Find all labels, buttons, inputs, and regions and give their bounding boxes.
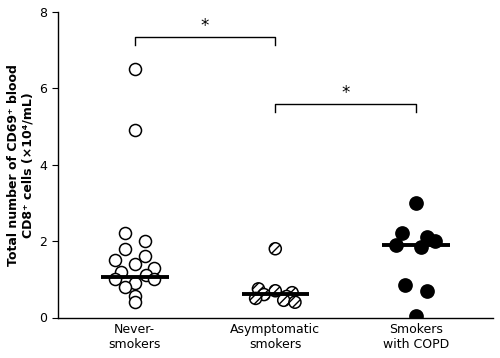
- Point: [418, 244, 426, 250]
- Point: [412, 200, 420, 206]
- Point: [140, 238, 148, 244]
- Point: [131, 280, 139, 286]
- Point: [252, 296, 260, 301]
- Point: [280, 297, 287, 303]
- Point: [398, 231, 406, 236]
- Point: [272, 246, 280, 252]
- Point: [150, 265, 158, 271]
- Point: [121, 284, 129, 290]
- Point: [282, 294, 290, 299]
- Point: [288, 290, 296, 296]
- Point: [111, 257, 119, 263]
- Point: [412, 313, 420, 319]
- Point: [423, 288, 431, 294]
- Point: [272, 288, 280, 294]
- Point: [131, 299, 139, 305]
- Point: [140, 253, 148, 259]
- Point: [131, 127, 139, 133]
- Point: [131, 66, 139, 72]
- Point: [254, 286, 262, 292]
- Point: [131, 261, 139, 267]
- Point: [111, 276, 119, 282]
- Point: [291, 299, 299, 305]
- Point: [423, 234, 431, 240]
- Point: [116, 269, 124, 275]
- Text: *: *: [201, 17, 209, 35]
- Point: [142, 273, 150, 279]
- Text: *: *: [342, 84, 349, 102]
- Point: [150, 276, 158, 282]
- Point: [260, 292, 268, 297]
- Point: [392, 242, 400, 248]
- Point: [121, 246, 129, 252]
- Point: [121, 231, 129, 236]
- Point: [400, 282, 408, 288]
- Point: [131, 294, 139, 299]
- Point: [432, 238, 440, 244]
- Y-axis label: Total number of CD69⁺ blood
CD8⁺ cells (×10⁴/mL): Total number of CD69⁺ blood CD8⁺ cells (…: [7, 64, 35, 266]
